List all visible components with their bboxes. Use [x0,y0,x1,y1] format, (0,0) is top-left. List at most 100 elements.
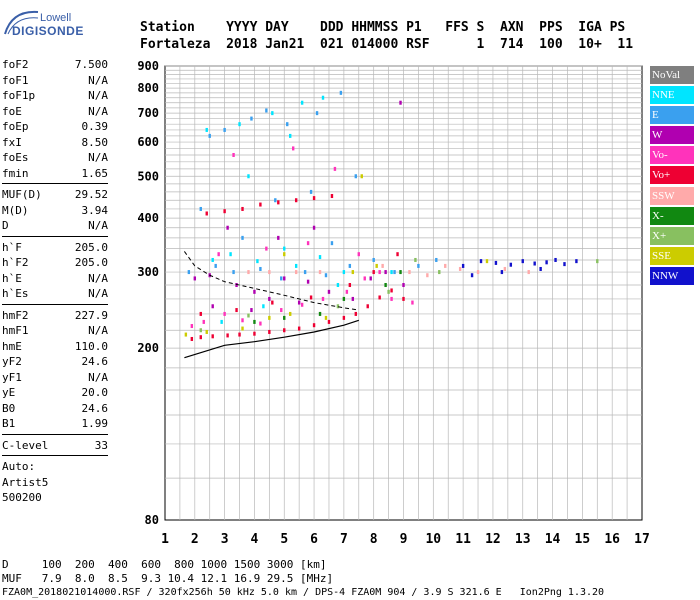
legend-item: NoVal [650,66,694,84]
param-label: h`Es [2,287,29,300]
param-label: h`F [2,240,22,254]
echo-mark [297,326,301,331]
header-values: Fortaleza 2018 Jan21 021 014000 RSF 1 71… [140,37,634,52]
param-value: 205.0 [74,256,108,269]
echo-mark [342,296,346,301]
param-label: fxI [2,135,22,149]
param-row: D N/A [2,218,108,234]
x-tick-label: 17 [634,532,650,547]
echo-mark [408,270,411,275]
x-tick-label: 3 [221,532,229,547]
param-label: yF2 [2,355,22,368]
echo-mark [354,311,357,316]
param-value: N/A [88,287,108,300]
param-label: yE [2,386,16,399]
chart-ticks: 1 2 3 4 5 6 7 8 9 10 11 12 13 14 15 16 17802003004005006… [137,59,650,547]
file-info-row: FZA0M_2018021014000.RSF / 320fx256h 50 k… [2,587,605,598]
param-row: fxI 8.50 [2,135,108,151]
echo-mark [321,95,325,100]
echo-mark [226,333,229,338]
echo-mark [485,259,489,264]
echo-mark [312,225,316,230]
echo-mark [479,259,483,264]
echo-mark [286,122,289,127]
param-label: h`F2 [2,256,29,269]
param-label: foE [2,104,22,118]
echo-mark [321,296,325,301]
param-row: yF1 N/A [2,370,108,386]
param-value: 33 [94,438,108,452]
param-label: foF2 [2,58,29,71]
echo-mark [396,252,399,257]
param-value: 24.6 [81,401,109,415]
echo-mark [563,262,566,267]
echo-mark [250,116,253,121]
param-label: foEp [2,120,29,133]
echo-mark [268,296,271,301]
param-row: foF1 N/A [2,73,108,89]
param-value: 110.0 [74,339,108,353]
param-value: 0.39 [81,120,109,133]
echo-mark [318,255,322,260]
echo-mark [381,263,384,268]
y-tick-label: 800 [137,81,159,95]
param-row: foF2 7.500 [2,57,108,73]
param-row: yF2 24.6 [2,354,108,370]
echo-mark [247,270,250,275]
logo-text-bottom: DIGISONDE [12,24,84,38]
chart-grid [164,65,643,521]
echo-mark [545,260,548,265]
echo-mark [205,127,208,132]
x-tick-label: 5 [280,532,288,547]
echo-mark [458,266,462,271]
echo-mark [438,270,441,275]
param-row: hmF1 N/A [2,323,108,339]
echo-mark [324,315,328,320]
echo-mark [241,318,244,323]
x-tick-label: 9 [400,532,408,547]
echo-mark [184,332,188,337]
param-value: 227.9 [74,308,108,322]
echo-mark [211,304,214,309]
y-tick-label: 200 [137,341,159,355]
echo-mark [390,296,393,301]
echo-mark [241,235,244,240]
echo-mark [444,263,447,268]
echo-mark [330,241,334,246]
echo-mark [390,288,393,293]
autoscale-label: Auto: [2,460,36,473]
param-label: foF1p [2,89,36,102]
echo-mark [470,273,474,278]
echo-mark [268,270,271,275]
echo-mark [402,283,405,288]
param-label: D [2,219,9,232]
divider [2,303,108,305]
echo-mark [277,200,280,205]
echo-mark [271,300,274,305]
echo-mark [274,198,277,203]
echo-mark [190,336,194,341]
echo-mark [223,311,226,316]
echo-mark [461,263,465,268]
echo-mark [208,133,211,138]
echo-mark [554,257,557,262]
echo-mark [277,235,280,240]
echo-mark [199,328,202,333]
param-value: 20.0 [81,386,109,399]
polarization-legend: NoVal NNE E W Vo- Vo+ SSW X- X+ SSE NNW [650,66,694,287]
chart-marks [184,90,599,341]
echo-mark [384,283,387,288]
echo-mark [232,152,235,157]
echo-mark [247,313,250,318]
echo-mark [533,261,536,266]
echo-mark [575,259,578,264]
trace-dashed-line [183,251,359,311]
echo-mark [414,257,417,262]
x-tick-label: 4 [251,532,259,547]
echo-mark [211,334,214,339]
param-value: 8.50 [81,135,109,149]
echo-mark [202,319,205,324]
param-row: foEs N/A [2,150,108,166]
echo-mark [289,133,292,138]
param-value: 1.99 [81,417,109,430]
